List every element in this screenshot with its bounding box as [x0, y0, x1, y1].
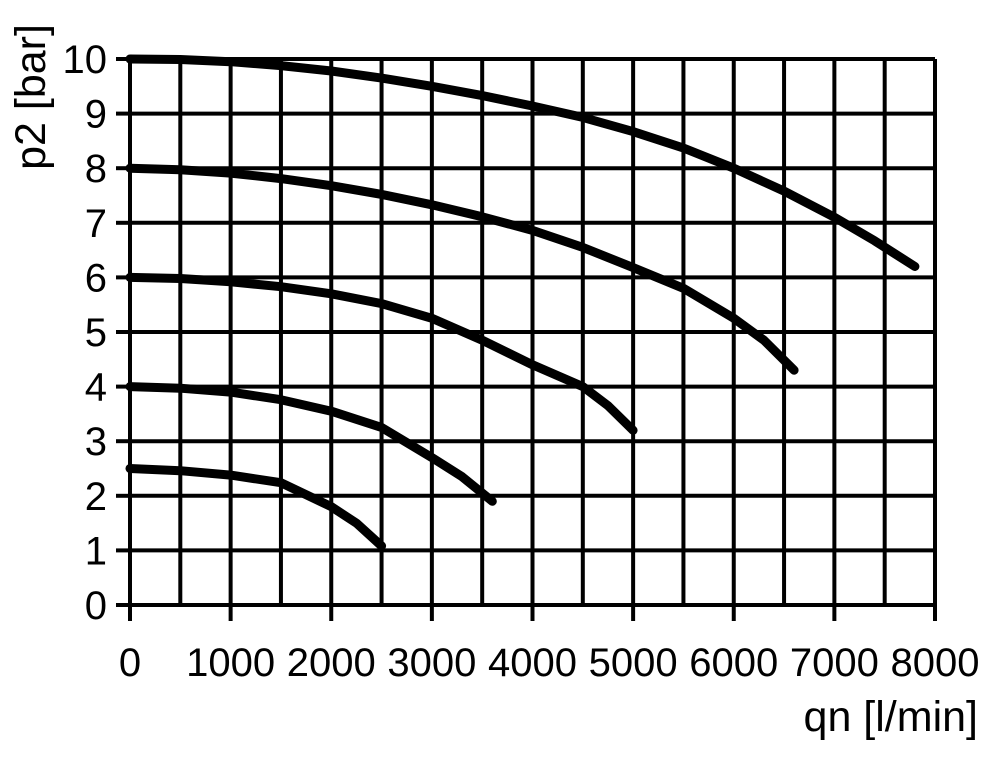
x-tick-labels: 0 1000 2000 3000 4000 5000 6000 7000 8000 [119, 641, 980, 685]
y-tick-label: 7 [85, 202, 107, 246]
x-tick-label: 2000 [287, 641, 376, 685]
y-tick-label: 3 [85, 420, 107, 464]
grid [128, 57, 937, 607]
x-tick-label: 6000 [689, 641, 778, 685]
y-tick-label: 0 [85, 584, 107, 628]
x-tick-label: 8000 [891, 641, 980, 685]
x-tick-label: 5000 [589, 641, 678, 685]
y-tick-label: 6 [85, 256, 107, 300]
y-axis-label: p2 [bar] [7, 24, 55, 170]
y-tick-labels: 0 1 2 3 4 5 6 7 8 9 10 [63, 38, 108, 628]
x-tick-label: 4000 [488, 641, 577, 685]
curve-start-4-bar [125, 382, 497, 506]
x-tick-label: 0 [119, 641, 141, 685]
curve-start-6-bar [125, 272, 638, 435]
y-tick-label: 2 [85, 475, 107, 519]
x-tick-label: 1000 [186, 641, 275, 685]
curve-start-10-bar [125, 54, 920, 271]
y-tick-label: 9 [85, 93, 107, 137]
curves [125, 54, 920, 551]
curve-start-8-bar [125, 163, 799, 375]
curve-start-2.5-bar [125, 464, 387, 551]
y-tick-label: 8 [85, 147, 107, 191]
y-tick-label: 1 [85, 529, 107, 573]
x-tick-label: 7000 [790, 641, 879, 685]
y-tick-label: 4 [85, 366, 107, 410]
y-tick-label: 10 [63, 38, 108, 82]
x-axis-label: qn [l/min] [804, 693, 978, 741]
axis-ticks [116, 57, 937, 621]
y-tick-label: 5 [85, 311, 107, 355]
x-tick-label: 3000 [387, 641, 476, 685]
